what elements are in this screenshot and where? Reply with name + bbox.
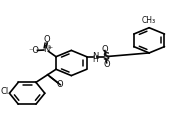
Text: N: N xyxy=(92,52,98,61)
Text: +: + xyxy=(47,45,52,50)
Text: S: S xyxy=(102,52,109,62)
Text: O: O xyxy=(102,45,108,54)
Text: CH₃: CH₃ xyxy=(142,16,156,25)
Text: H: H xyxy=(92,55,98,64)
Text: N: N xyxy=(43,45,49,54)
Text: O: O xyxy=(56,80,63,89)
Text: O: O xyxy=(103,60,110,69)
Text: Cl: Cl xyxy=(0,87,8,97)
Text: ⁻O: ⁻O xyxy=(28,46,39,55)
Text: O: O xyxy=(44,35,50,44)
